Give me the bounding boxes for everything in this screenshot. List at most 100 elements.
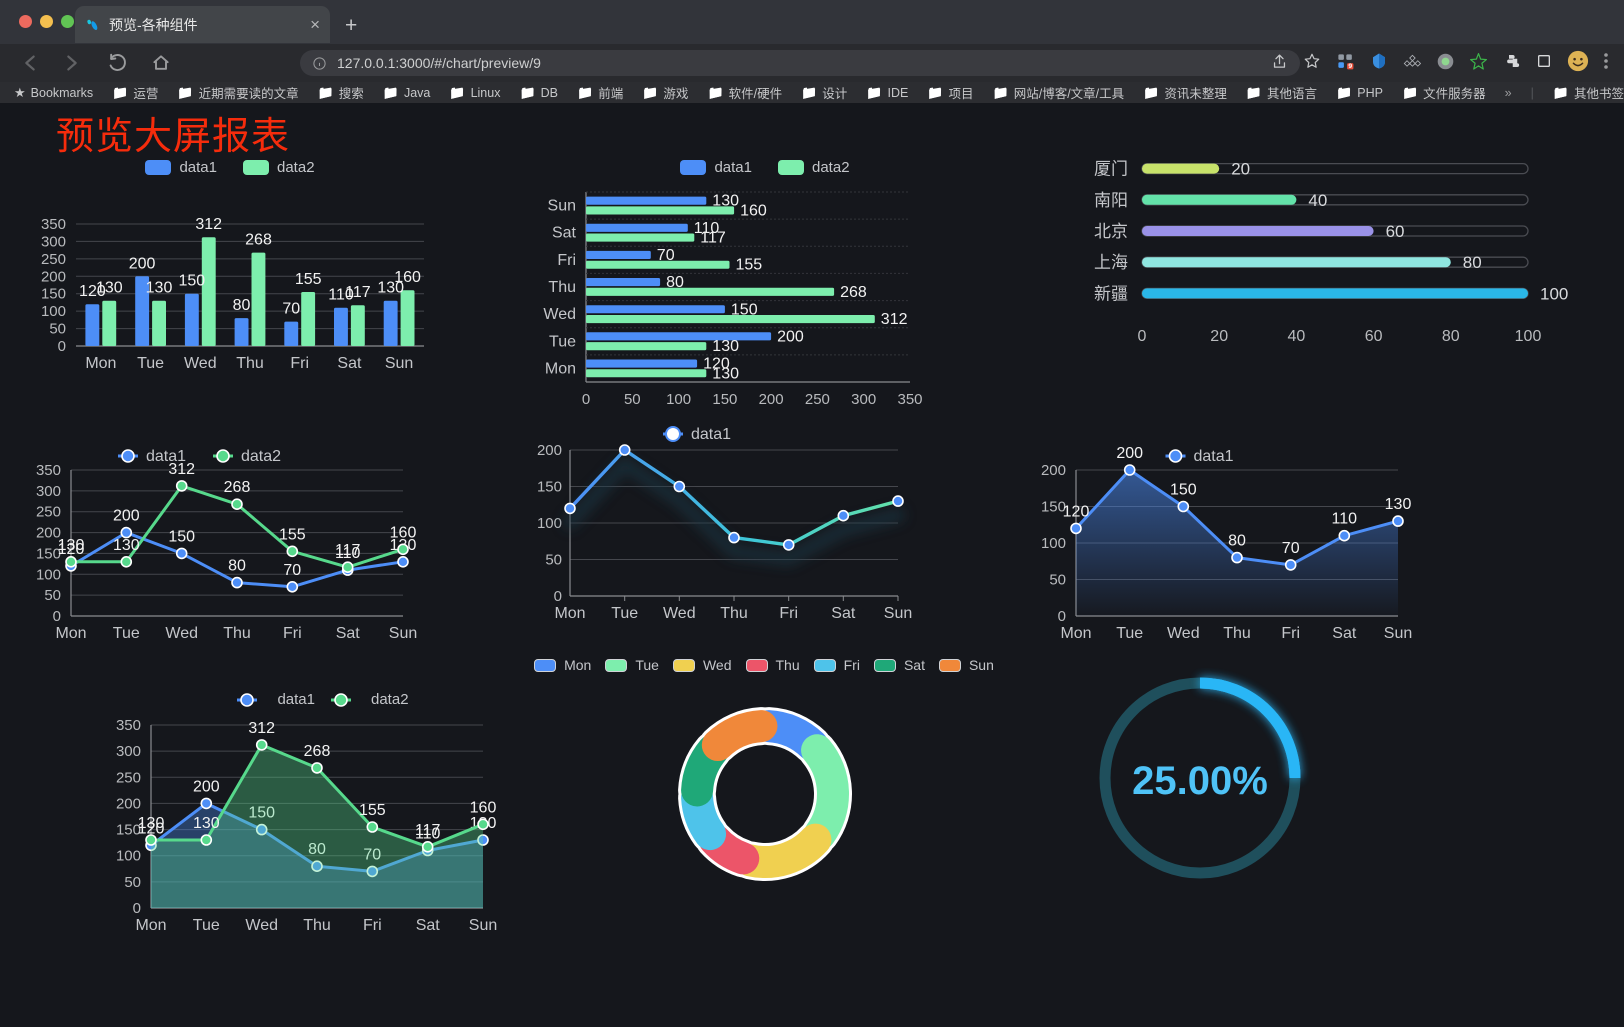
- svg-text:Wed: Wed: [184, 355, 217, 372]
- svg-text:60: 60: [1365, 328, 1383, 345]
- svg-text:100: 100: [116, 848, 141, 865]
- svg-text:300: 300: [851, 391, 876, 408]
- svg-text:100: 100: [666, 391, 691, 408]
- svg-text:70: 70: [283, 562, 301, 579]
- svg-text:40: 40: [1288, 328, 1306, 345]
- svg-text:130: 130: [58, 537, 85, 554]
- svg-text:117: 117: [700, 230, 726, 247]
- svg-text:155: 155: [279, 526, 306, 543]
- svg-text:130: 130: [712, 193, 739, 210]
- svg-text:厦门: 厦门: [1094, 160, 1128, 179]
- svg-text:Mon: Mon: [85, 355, 116, 372]
- svg-text:50: 50: [49, 321, 66, 338]
- svg-text:20: 20: [1231, 160, 1250, 179]
- svg-text:110: 110: [1332, 511, 1358, 528]
- svg-text:Tue: Tue: [549, 333, 576, 350]
- svg-text:Mon: Mon: [545, 360, 576, 377]
- svg-text:Fri: Fri: [363, 917, 382, 934]
- svg-text:150: 150: [537, 479, 562, 496]
- svg-text:70: 70: [657, 247, 675, 264]
- svg-text:Wed: Wed: [245, 917, 278, 934]
- svg-text:250: 250: [36, 504, 61, 521]
- svg-text:155: 155: [359, 802, 386, 819]
- svg-text:250: 250: [41, 251, 66, 268]
- svg-text:200: 200: [116, 795, 141, 812]
- svg-text:Tue: Tue: [1116, 625, 1143, 642]
- svg-text:Wed: Wed: [165, 625, 198, 642]
- svg-text:Thu: Thu: [1223, 625, 1251, 642]
- svg-text:80: 80: [1463, 253, 1482, 272]
- svg-text:Fri: Fri: [283, 625, 302, 642]
- svg-text:150: 150: [1170, 482, 1197, 499]
- svg-text:南阳: 南阳: [1094, 191, 1128, 210]
- svg-text:150: 150: [731, 301, 758, 318]
- svg-text:130: 130: [138, 815, 165, 832]
- svg-text:100: 100: [36, 566, 61, 583]
- svg-text:data1: data1: [691, 426, 731, 443]
- svg-text:100: 100: [537, 515, 562, 532]
- svg-text:Sat: Sat: [552, 225, 577, 242]
- svg-text:Thu: Thu: [303, 917, 331, 934]
- svg-text:120: 120: [1063, 503, 1090, 520]
- svg-text:268: 268: [245, 232, 272, 249]
- svg-text:Mon: Mon: [55, 625, 86, 642]
- svg-text:Fri: Fri: [1281, 625, 1300, 642]
- svg-text:40: 40: [1308, 191, 1327, 210]
- svg-text:155: 155: [295, 271, 322, 288]
- svg-text:117: 117: [335, 542, 361, 559]
- svg-text:data1: data1: [1194, 448, 1234, 465]
- svg-text:150: 150: [178, 273, 205, 290]
- svg-text:130: 130: [193, 815, 220, 832]
- svg-text:117: 117: [345, 284, 371, 301]
- svg-text:250: 250: [805, 391, 830, 408]
- svg-text:350: 350: [897, 391, 922, 408]
- svg-text:20: 20: [1210, 328, 1228, 345]
- svg-text:60: 60: [1386, 222, 1405, 241]
- svg-text:300: 300: [41, 233, 66, 250]
- svg-text:80: 80: [228, 558, 246, 575]
- svg-text:100: 100: [1540, 284, 1568, 303]
- svg-text:Sun: Sun: [884, 605, 912, 622]
- svg-text:150: 150: [712, 391, 737, 408]
- svg-text:上海: 上海: [1094, 253, 1128, 272]
- svg-text:0: 0: [1058, 608, 1066, 625]
- svg-text:Sun: Sun: [469, 917, 497, 934]
- svg-text:Fri: Fri: [557, 252, 576, 269]
- svg-text:Sun: Sun: [548, 198, 576, 215]
- svg-text:0: 0: [58, 338, 66, 355]
- svg-text:312: 312: [881, 311, 908, 328]
- svg-text:200: 200: [759, 391, 784, 408]
- svg-text:200: 200: [113, 508, 140, 525]
- svg-text:300: 300: [36, 483, 61, 500]
- svg-text:Wed: Wed: [1167, 625, 1200, 642]
- svg-text:0: 0: [53, 608, 61, 625]
- svg-text:80: 80: [1442, 328, 1460, 345]
- svg-text:Sun: Sun: [389, 625, 417, 642]
- svg-text:0: 0: [133, 900, 141, 917]
- svg-text:350: 350: [36, 462, 61, 479]
- svg-text:130: 130: [1385, 496, 1412, 513]
- svg-text:Sat: Sat: [336, 625, 361, 642]
- svg-text:Sat: Sat: [337, 355, 362, 372]
- svg-text:160: 160: [390, 524, 417, 541]
- svg-text:80: 80: [1228, 533, 1246, 550]
- svg-text:130: 130: [113, 537, 140, 554]
- svg-text:70: 70: [1282, 540, 1300, 557]
- svg-text:117: 117: [415, 822, 441, 839]
- svg-text:Tue: Tue: [193, 917, 220, 934]
- svg-text:130: 130: [146, 280, 173, 297]
- svg-text:Wed: Wed: [543, 306, 576, 323]
- svg-text:Thu: Thu: [720, 605, 748, 622]
- svg-text:312: 312: [195, 216, 222, 233]
- svg-text:200: 200: [129, 255, 156, 272]
- svg-text:200: 200: [777, 328, 804, 345]
- svg-text:新疆: 新疆: [1094, 284, 1128, 303]
- svg-text:300: 300: [116, 743, 141, 760]
- svg-text:200: 200: [1116, 445, 1143, 462]
- svg-text:Thu: Thu: [236, 355, 264, 372]
- svg-text:Sat: Sat: [831, 605, 856, 622]
- svg-text:100: 100: [1515, 328, 1542, 345]
- svg-text:70: 70: [282, 301, 300, 318]
- svg-text:130: 130: [712, 338, 739, 355]
- svg-text:160: 160: [470, 799, 497, 816]
